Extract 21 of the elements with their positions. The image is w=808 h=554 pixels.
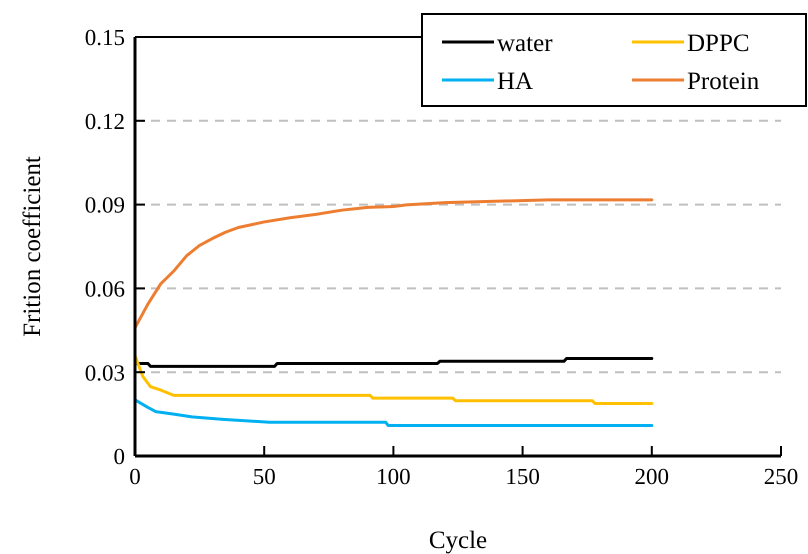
y-axis-title: Frition coefficient [19,156,46,337]
y-tick-label: 0.12 [84,108,125,134]
x-tick-label: 250 [764,464,798,489]
y-tick-label: 0.03 [84,360,125,386]
x-axis-title: Cycle [428,527,488,554]
x-tick-label: 150 [505,464,540,489]
legend-label: DPPC [687,30,750,57]
y-tick-label: 0.15 [84,25,125,50]
x-tick-label: 100 [376,464,411,489]
y-tick-label: 0.09 [84,192,125,218]
line-series [134,198,654,330]
y-tick-label: 0 [114,444,125,470]
legend-label: water [497,30,554,57]
line-series [134,398,654,428]
x-tick-label: 0 [129,464,141,489]
legend-label: HA [497,68,534,95]
x-tick-label: 200 [634,464,670,489]
x-tick-label: 50 [252,464,276,489]
legend-label: Protein [687,68,760,95]
y-tick-label: 0.06 [84,276,125,302]
line-series [134,354,654,405]
